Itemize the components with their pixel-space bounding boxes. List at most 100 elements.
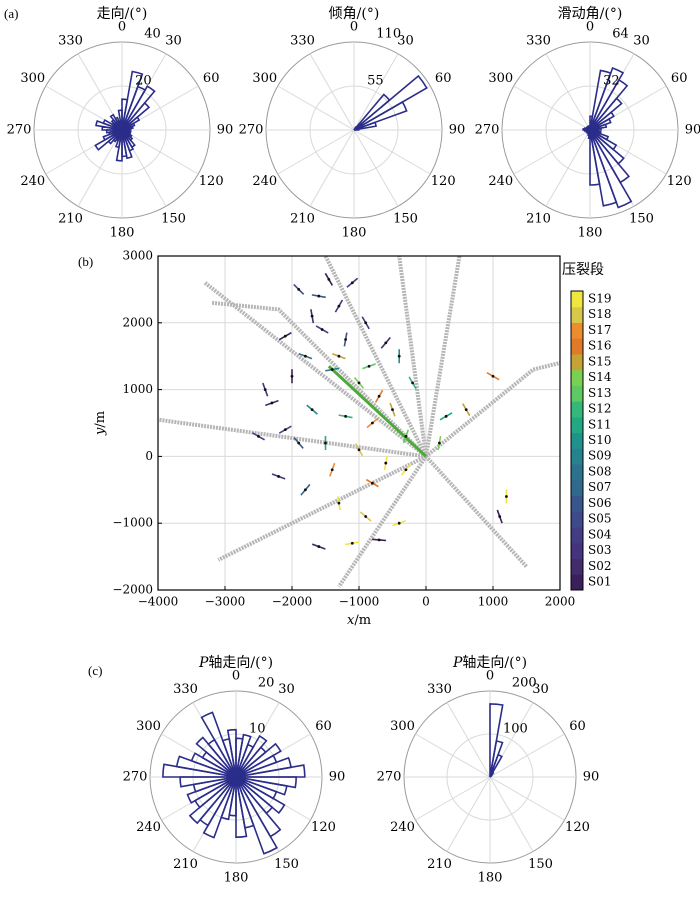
- rose-spoke: [277, 129, 355, 175]
- colorbar-swatch: [571, 369, 583, 386]
- event-center: [317, 545, 321, 548]
- rose-spoke: [353, 53, 399, 131]
- event-center: [277, 475, 280, 478]
- rose-angle-label: 30: [278, 682, 295, 697]
- event-center: [304, 354, 307, 358]
- event-center: [310, 314, 314, 318]
- rose-angle-label: 210: [427, 857, 452, 872]
- event-center: [337, 304, 341, 308]
- rose-spoke: [353, 129, 399, 207]
- y-tick-label: −2000: [112, 583, 153, 597]
- rose-spoke: [121, 129, 199, 175]
- rose-bar: [589, 129, 618, 207]
- rose-angle-label: 270: [123, 770, 148, 785]
- y-tick-label: 1000: [122, 382, 153, 396]
- rose-spoke: [277, 85, 355, 131]
- rose-angle-label: 30: [532, 682, 549, 697]
- event-center: [290, 374, 294, 378]
- colorbar-swatch: [571, 574, 583, 591]
- event-center: [404, 468, 408, 472]
- rose-spoke: [353, 129, 431, 175]
- colorbar-swatch: [571, 432, 583, 449]
- event-center: [377, 394, 381, 398]
- rose-bar: [587, 129, 591, 137]
- event-center: [297, 288, 301, 291]
- rose-bar: [589, 129, 601, 186]
- well-trajectory: [211, 300, 428, 458]
- event-center: [257, 434, 260, 438]
- colorbar-title: 压裂段: [562, 262, 604, 278]
- colorbar-label: S07: [588, 480, 612, 494]
- x-tick-label: 0: [422, 595, 430, 609]
- rose-bar: [235, 776, 278, 855]
- y-tick-label: 0: [145, 449, 153, 463]
- rose-radial-label: 64: [612, 26, 629, 41]
- rose-bar: [114, 116, 123, 131]
- rose-spoke: [545, 53, 591, 131]
- x-tick-label: −3000: [205, 595, 246, 609]
- rose-bar: [235, 742, 282, 778]
- rose-bar: [588, 125, 591, 131]
- rose-bar: [102, 129, 123, 141]
- colorbar-swatch: [571, 338, 583, 355]
- rose-bar: [235, 776, 286, 815]
- well-trajectory: [424, 455, 528, 568]
- x-tick-label: −4000: [138, 595, 179, 609]
- colorbar-label: S08: [588, 464, 612, 478]
- rose-bar: [489, 774, 493, 778]
- x-axis-unit: /m: [354, 613, 371, 628]
- rose-spoke: [513, 85, 591, 131]
- colorbar-swatch: [571, 464, 583, 481]
- rose-bar: [489, 771, 495, 778]
- colorbar-label: S15: [588, 354, 612, 368]
- rose-angle-label: 270: [7, 123, 32, 138]
- rose-angle-label: 210: [526, 212, 551, 227]
- rose-angle-label: 300: [488, 71, 513, 86]
- colorbar-swatch: [571, 448, 583, 465]
- rose-bar: [121, 122, 136, 131]
- rose-bar: [589, 97, 623, 131]
- rose-bar: [589, 117, 612, 131]
- colorbar-label: S03: [588, 543, 612, 557]
- rose-bar: [114, 129, 123, 149]
- well-trajectory: [337, 455, 428, 588]
- colorbar-label: S14: [588, 370, 612, 384]
- event-center: [444, 414, 448, 418]
- rose-spoke: [415, 733, 491, 778]
- rose-angle-label: 90: [685, 123, 700, 138]
- rose-bar: [235, 764, 306, 778]
- y-axis-label: y/m: [93, 411, 108, 436]
- event-center: [377, 538, 381, 542]
- colorbar-label: S09: [588, 449, 612, 463]
- rose-title: 走向/(°): [97, 6, 148, 22]
- rose-angle-label: 120: [311, 820, 336, 835]
- rose-angle-label: 60: [671, 71, 688, 86]
- well-trajectory: [158, 417, 427, 459]
- main-well: [327, 365, 428, 458]
- rose-spoke: [489, 776, 534, 852]
- y-tick-label: 3000: [122, 249, 153, 263]
- rose-angle-label: 330: [173, 682, 198, 697]
- rose-angle-label: 270: [377, 770, 402, 785]
- rose-bar: [587, 129, 591, 140]
- event-center: [304, 488, 307, 492]
- event-center: [320, 328, 324, 331]
- rose-angle-label: 150: [393, 212, 418, 227]
- event-center: [391, 408, 394, 412]
- rose-bar: [235, 776, 298, 789]
- rose-spoke: [545, 129, 591, 207]
- event-center: [297, 441, 301, 445]
- rose-angle-label: 240: [20, 174, 45, 189]
- x-tick-label: 1000: [478, 595, 509, 609]
- rose-bar: [121, 116, 141, 131]
- rose-bar: [195, 736, 237, 778]
- event-center: [317, 294, 321, 298]
- rose-bar: [235, 734, 268, 778]
- rose-spoke: [309, 129, 355, 207]
- rose-angle-label: 0: [232, 669, 240, 684]
- event-center: [350, 281, 354, 285]
- event-center: [411, 381, 414, 385]
- map-plot-area: [158, 256, 560, 588]
- colorbar-swatch: [571, 479, 583, 497]
- event-center: [327, 277, 331, 281]
